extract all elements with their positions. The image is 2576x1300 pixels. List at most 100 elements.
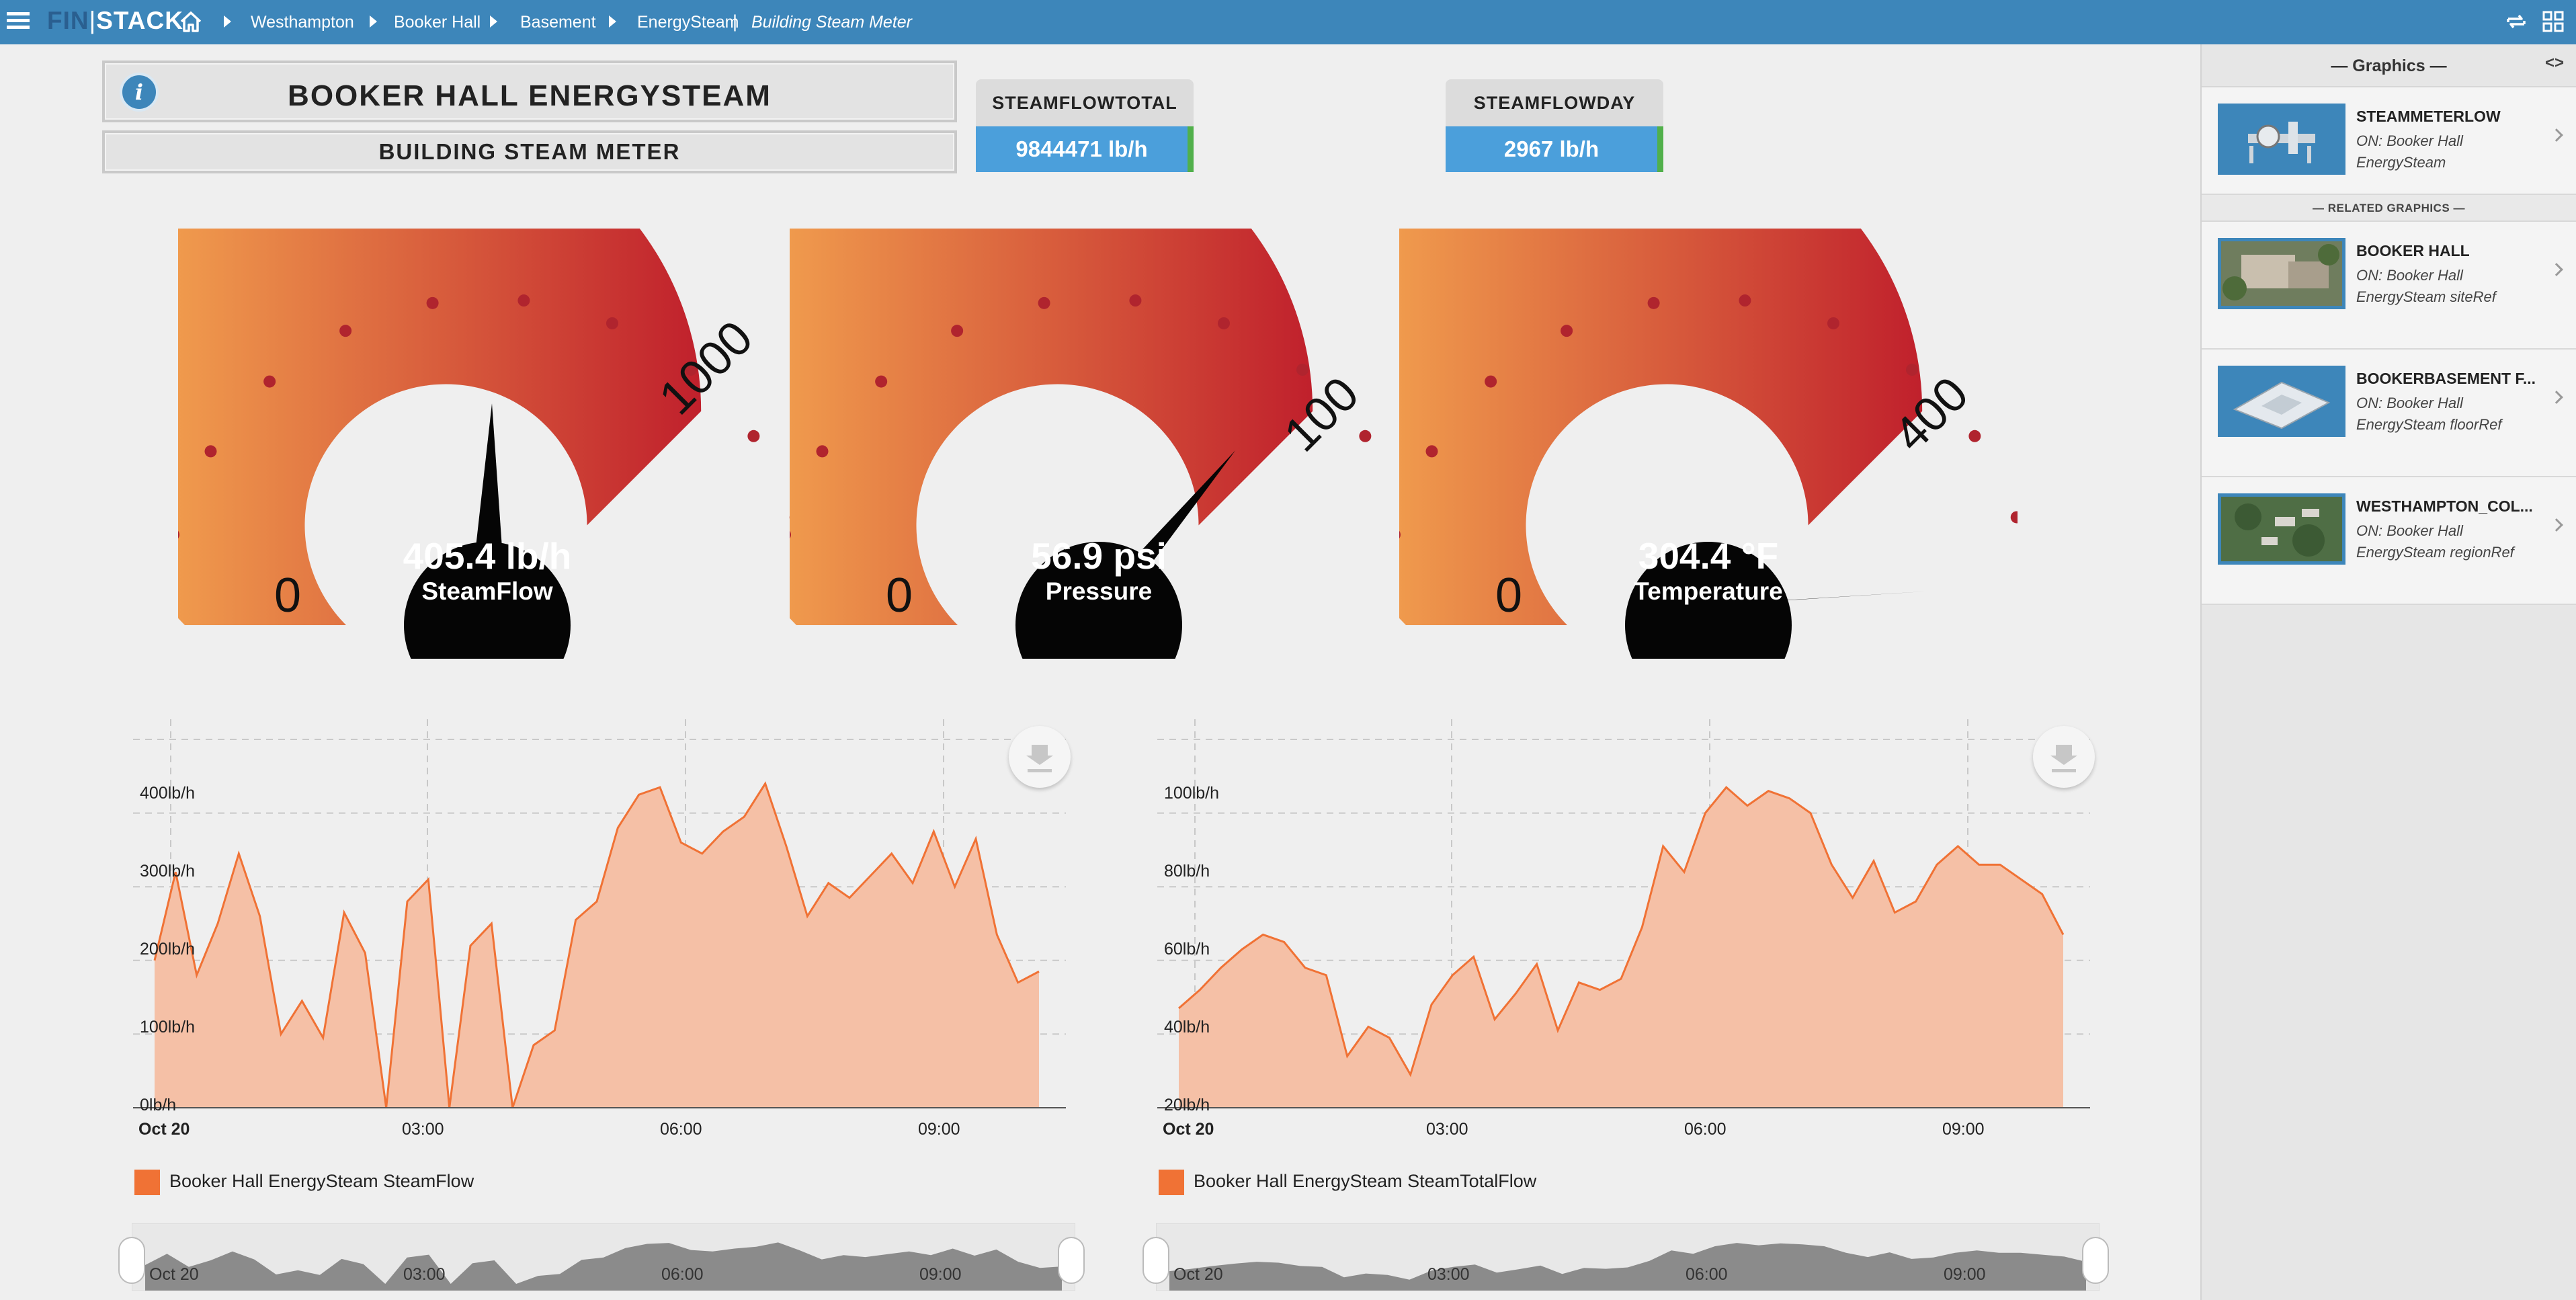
campus-map-thumbnail [2218,493,2345,565]
breadcrumb-caret-icon [224,15,231,28]
collapse-sidebar-icon[interactable]: <> [2544,54,2564,72]
graphic-title-panel: i BOOKER HALL ENERGYSTEAM [102,60,957,122]
x-tick-label: Oct 20 [138,1120,190,1139]
app-logo[interactable]: FIN|STACK [47,7,183,34]
breadcrumb-current-page: Building Steam Meter [751,13,913,32]
gauge-tick-dot [1129,294,1142,307]
gauge-name: Temperature [1634,577,1783,605]
gauge-readout: 304.4 °F Temperature [1608,534,1809,606]
gauge-tick-dot [339,325,352,337]
gauge-tick-dot [1561,325,1573,337]
gauge-value: 56.9 psi [1031,535,1167,577]
navigator-tick-label: 06:00 [661,1265,704,1284]
series-area [155,783,1039,1108]
sidebar-item-westhampton[interactable]: WESTHAMPTON_COL... ON: Booker Hall Energ… [2202,477,2576,605]
hamburger-menu-icon[interactable] [7,9,30,32]
gauge-tick-dot [1217,317,1230,329]
x-tick-label: 06:00 [660,1120,702,1139]
gauge-steamflow[interactable]: 405.4 lb/h SteamFlow 0 1000 [96,108,820,862]
y-tick-label: 300lb/h [140,862,196,881]
gauge-min-label: 0 [886,569,913,622]
stat-steamflowday[interactable]: STEAMFLOWDAY 2967 lb/h [1446,79,1663,173]
breadcrumb-caret-icon [490,15,497,28]
sidebar-item-bookerbasement[interactable]: BOOKERBASEMENT F... ON: Booker Hall Ener… [2202,350,2576,477]
legend-swatch [134,1170,160,1195]
breadcrumb-item-basement[interactable]: Basement [520,13,596,32]
x-tick-label: 09:00 [1942,1120,1985,1139]
x-tick-label: 06:00 [1684,1120,1727,1139]
gauge-tick-dot [747,430,760,442]
home-icon[interactable] [177,8,204,35]
chart-legend-item[interactable]: Booker Hall EnergySteam SteamTotalFlow [1159,1170,1536,1195]
top-bar: FIN|STACK Westhampton Booker Hall Baseme… [0,0,2576,44]
gauge-tick-dot [1739,294,1751,307]
sidebar-item-desc: ON: Booker Hall EnergySteam floorRef [2356,395,2502,433]
sidebar-item-name: BOOKERBASEMENT F... [2356,370,2536,387]
app-grid-icon[interactable] [2541,9,2565,34]
related-graphics-heading: — RELATED GRAPHICS — [2202,195,2576,222]
gauge-tick-dot [1425,445,1438,458]
breadcrumb-item-westhampton[interactable]: Westhampton [251,13,354,32]
y-tick-label: 60lb/h [1164,940,1210,959]
floorplan-thumbnail [2218,366,2345,437]
chevron-right-icon [2550,128,2563,142]
sidebar-item-steammeterlow[interactable]: STEAMMETERLOW ON: Booker Hall EnergyStea… [2202,87,2576,195]
y-tick-label: 400lb/h [140,784,196,803]
navigator-right-handle[interactable] [1058,1237,1085,1284]
sidebar-item-name: WESTHAMPTON_COL... [2356,497,2533,515]
chart-steamtotalflow: 100lb/h 80lb/h 60lb/h 40lb/h 20lb/h Oct … [1142,699,2109,1291]
chevron-right-icon [2550,263,2563,276]
chart-plot-area [1157,719,2090,1108]
navigator-tick-label: 09:00 [919,1265,962,1284]
download-button[interactable] [2033,726,2095,788]
sidebar-item-booker-hall[interactable]: BOOKER HALL ON: Booker Hall EnergySteam … [2202,222,2576,350]
chart-legend-item[interactable]: Booker Hall EnergySteam SteamFlow [134,1170,474,1195]
navigator-tick-label: Oct 20 [1173,1265,1223,1284]
gauge-tick-dot [1827,317,1839,329]
sidebar-item-desc: ON: Booker Hall EnergySteam siteRef [2356,267,2496,305]
download-button[interactable] [1009,726,1071,788]
gauge-readout: 405.4 lb/h SteamFlow [386,534,588,606]
x-tick-label: 03:00 [402,1120,444,1139]
navigator-tick-label: Oct 20 [149,1265,199,1284]
gauge-name: Pressure [1045,577,1153,605]
steam-meter-thumbnail [2218,104,2345,175]
stat-label: STEAMFLOWDAY [1446,79,1663,126]
navigator-right-handle[interactable] [2082,1237,2109,1284]
page-title: BOOKER HALL ENERGYSTEAM [288,79,772,112]
series-area [1179,787,2063,1108]
chart-plot-area [133,719,1066,1108]
gauge-arc [708,108,1313,625]
breadcrumb-caret-icon [609,15,616,28]
breadcrumb-item-energysteam[interactable]: EnergySteam [637,13,739,32]
graphics-sidebar: — Graphics — <> STEAMMETERLOW ON: Booker… [2200,44,2576,1300]
sidebar-item-desc: ON: Booker Hall EnergySteam regionRef [2356,522,2514,561]
breadcrumb-item-booker-hall[interactable]: Booker Hall [394,13,481,32]
gauge-readout: 56.9 psi Pressure [998,534,1200,606]
gauge-tick-dot [426,296,439,309]
stat-steamflowtotal[interactable]: STEAMFLOWTOTAL 9844471 lb/h [976,79,1194,173]
building-photo-thumbnail [2218,238,2345,309]
chart-navigator[interactable] [1156,1223,2100,1291]
gauge-tick-dot [951,325,964,337]
gauge-tick-dot [263,375,276,388]
gauge-pressure[interactable]: 56.9 psi Pressure 0 100 [708,108,1431,862]
gauge-min-label: 0 [274,569,302,622]
refresh-icon[interactable] [2504,9,2528,34]
info-icon[interactable]: i [120,73,159,112]
gauge-tick-dot [1968,430,1981,442]
y-tick-label: 40lb/h [1164,1018,1210,1037]
navigator-tick-label: 03:00 [1427,1265,1470,1284]
gauge-arc [96,108,702,625]
chart-navigator[interactable] [132,1223,1075,1291]
legend-label: Booker Hall EnergySteam SteamTotalFlow [1194,1171,1537,1192]
y-tick-label: 80lb/h [1164,862,1210,881]
navigator-series [1169,1243,2086,1291]
navigator-series [145,1242,1062,1291]
navigator-left-handle[interactable] [118,1237,145,1284]
gauge-temperature[interactable]: 304.4 °F Temperature 0 400 [1317,108,2041,862]
gauge-min-label: 0 [1495,569,1523,622]
sidebar-item-name: STEAMMETERLOW [2356,108,2501,125]
navigator-left-handle[interactable] [1142,1237,1169,1284]
y-tick-label: 200lb/h [140,940,196,959]
